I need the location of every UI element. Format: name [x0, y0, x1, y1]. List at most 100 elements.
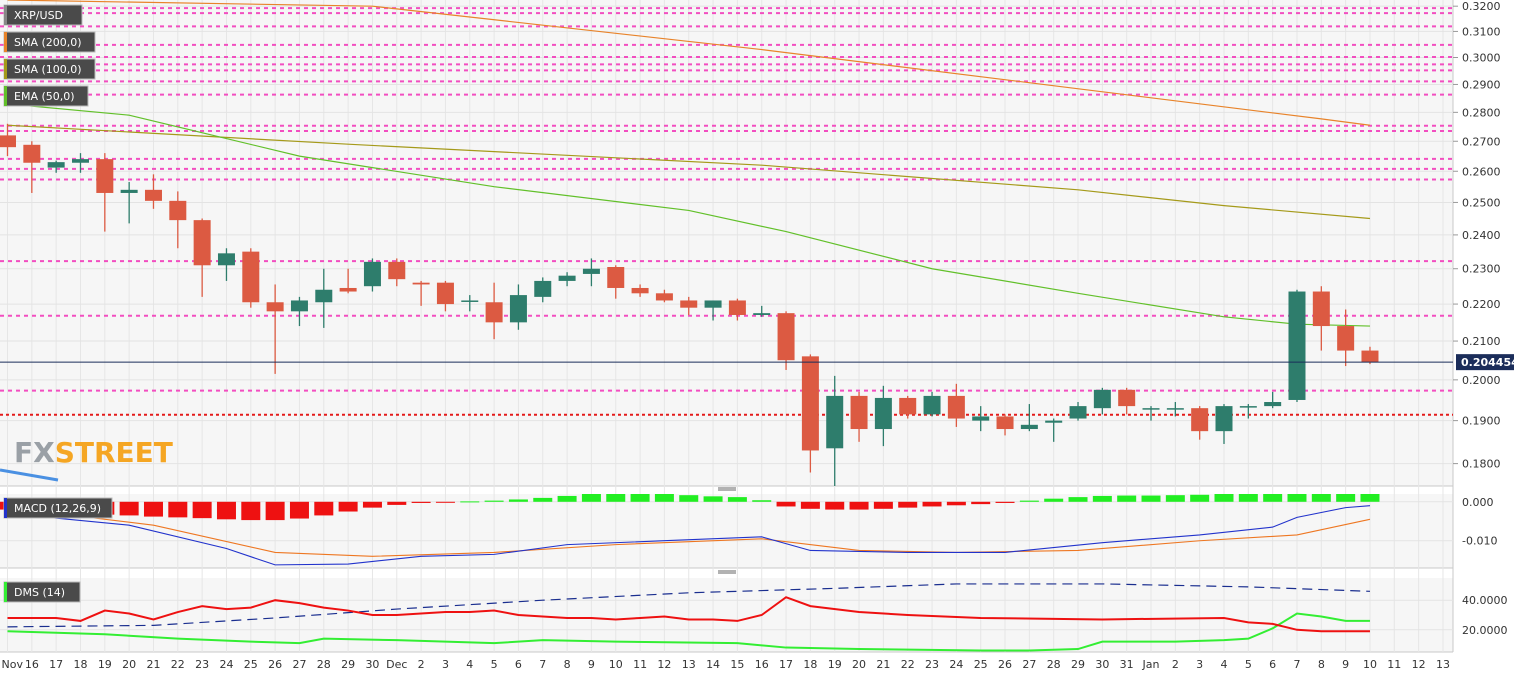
macd-histogram-bar — [192, 501, 212, 519]
date-tick-label: Dec — [386, 658, 407, 671]
price-tick-label: 0.3200 — [1462, 0, 1501, 13]
candle-body — [582, 268, 600, 274]
ema50-label: EMA (50,0) — [14, 90, 75, 103]
candle-body — [1020, 424, 1038, 430]
macd-histogram-bar — [898, 501, 918, 508]
macd-histogram-bar — [679, 495, 699, 502]
date-tick-label: 18 — [73, 658, 87, 671]
legend-sma200-tag[interactable]: SMA (200,0) — [3, 31, 96, 53]
candle-body — [874, 397, 892, 430]
candle-body — [801, 356, 819, 451]
price-tick-label: 0.2900 — [1462, 78, 1501, 91]
candle-body — [388, 261, 406, 280]
price-tick-label: 0.3000 — [1462, 51, 1501, 64]
dms-tick-label: 40.0000 — [1462, 594, 1508, 607]
date-tick-label: 5 — [1245, 658, 1252, 671]
macd-histogram-bar — [995, 501, 1015, 503]
candle-body — [0, 135, 16, 148]
macd-histogram-bar — [533, 497, 553, 502]
date-tick-label: 4 — [466, 658, 473, 671]
dms-label: DMS (14) — [14, 586, 65, 599]
date-tick-label: 18 — [803, 658, 817, 671]
legend-macd-tag[interactable]: MACD (12,26,9) — [3, 497, 113, 519]
candle-body — [996, 416, 1014, 430]
macd-axis: 0.000 -0.010 — [1462, 496, 1497, 548]
dms-resize-handle[interactable] — [718, 570, 736, 574]
date-tick-label: 21 — [146, 658, 160, 671]
macd-histogram-bar — [1165, 495, 1185, 502]
date-tick-label: 14 — [706, 658, 720, 671]
macd-histogram-bar — [289, 501, 309, 519]
date-tick-label: 20 — [852, 658, 866, 671]
macd-histogram-bar — [654, 494, 674, 502]
date-tick-label: 29 — [1071, 658, 1085, 671]
candle-body — [558, 275, 576, 281]
price-tick-label: 0.2600 — [1462, 165, 1501, 178]
legend-sma100-tag[interactable]: SMA (100,0) — [3, 58, 96, 80]
macd-histogram-bar — [873, 501, 893, 509]
macd-histogram-bar — [1141, 495, 1161, 502]
candle-body — [217, 253, 235, 266]
candle-body — [972, 416, 990, 421]
price-tick-label: 0.2100 — [1462, 335, 1501, 348]
candle-body — [96, 159, 114, 193]
macd-histogram-bar — [606, 494, 626, 502]
macd-histogram-bar — [557, 495, 577, 502]
candle-body — [1264, 402, 1282, 407]
macd-histogram-bar — [1263, 494, 1283, 502]
date-tick-label: 27 — [1022, 658, 1036, 671]
candle-body — [1361, 350, 1379, 363]
price-panel — [0, 0, 1453, 486]
macd-histogram-bar — [1068, 497, 1088, 502]
adx-line — [7, 583, 1371, 628]
date-tick-label: 26 — [998, 658, 1012, 671]
date-tick-label: 11 — [633, 658, 647, 671]
date-tick-label: Jan — [1142, 658, 1160, 671]
candle-body — [120, 189, 138, 193]
macd-histogram-bar — [1287, 494, 1307, 502]
di-minus-line — [7, 612, 1370, 652]
date-tick-label: 19 — [828, 658, 842, 671]
price-axis[interactable]: 0.3200 0.3100 0.3000 0.2900 0.2800 0.2700 0.26… — [1453, 0, 1501, 471]
macd-histogram-bar — [119, 501, 139, 516]
date-tick-label: 13 — [682, 658, 696, 671]
macd-histogram-bar — [314, 501, 334, 516]
macd-histogram-bar — [922, 501, 942, 507]
date-tick-label: 8 — [1318, 658, 1325, 671]
svg-text:FXSTREET: FXSTREET — [14, 436, 173, 469]
date-tick-label: 12 — [657, 658, 671, 671]
candle-body — [193, 220, 211, 266]
macd-histogram-bar — [727, 497, 747, 502]
date-tick-label: 16 — [25, 658, 39, 671]
legend-symbol-tag[interactable]: XRP/USD — [3, 4, 83, 26]
legend-dms-tag[interactable]: DMS (14) — [3, 581, 81, 603]
macd-histogram-bar — [946, 501, 966, 506]
macd-resize-handle[interactable] — [718, 487, 736, 491]
date-tick-label: 25 — [974, 658, 988, 671]
sma100-line — [7, 124, 1371, 220]
candle-body — [266, 302, 284, 312]
date-tick-label: 28 — [317, 658, 331, 671]
price-tick-label: 0.3100 — [1462, 25, 1501, 38]
candle-body — [363, 261, 381, 287]
date-tick-label: 16 — [755, 658, 769, 671]
candle-body — [704, 300, 722, 308]
candle-body — [1312, 291, 1330, 327]
dms-chart — [0, 583, 1453, 652]
candle-body — [71, 159, 89, 163]
date-tick-label: 12 — [1412, 658, 1426, 671]
date-axis[interactable]: Nov 16 17 18 19 20 21 22 23 24 25 26 27 28 29 30 Dec 2 3 4 5… — [2, 658, 1450, 671]
legend-ema50-tag[interactable]: EMA (50,0) — [3, 85, 89, 107]
candle-body — [850, 395, 868, 430]
date-tick-label: 23 — [195, 658, 209, 671]
date-tick-label: 13 — [1436, 658, 1450, 671]
date-tick-label: Nov — [2, 658, 24, 671]
date-tick-label: 15 — [730, 658, 744, 671]
candle-body — [436, 282, 454, 305]
date-tick-label: 20 — [122, 658, 136, 671]
support-resistance-levels — [0, 7, 1453, 416]
macd-histogram-bar — [241, 501, 261, 521]
macd-histogram-bar — [971, 501, 991, 505]
date-tick-label: 24 — [949, 658, 963, 671]
